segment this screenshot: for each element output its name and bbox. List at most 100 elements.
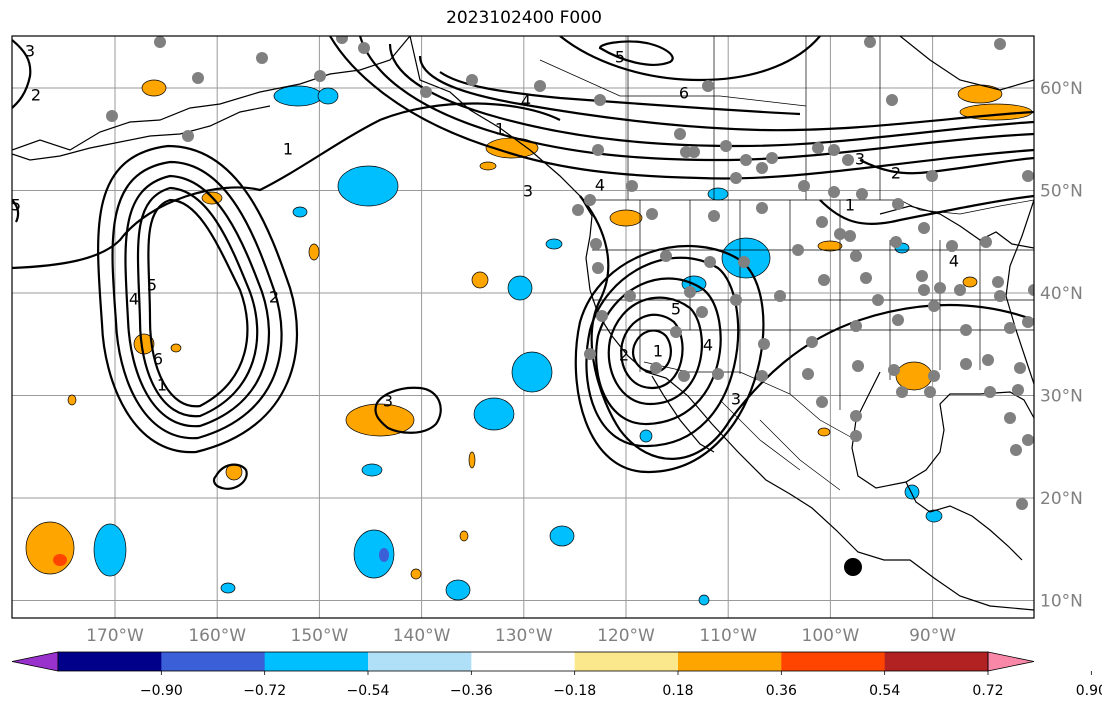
station-dot — [1004, 322, 1016, 334]
yucatan-coast — [905, 481, 1023, 561]
station-dot — [708, 210, 720, 222]
station-dot — [154, 36, 166, 48]
shade-blob — [468, 451, 476, 469]
station-dot — [792, 244, 804, 256]
colorbar-tick-label: −0.90 — [140, 683, 183, 699]
shade-blob — [639, 429, 653, 443]
shade-blob — [220, 582, 236, 594]
station-dot — [984, 386, 996, 398]
station-dot — [850, 410, 862, 422]
station-dot — [892, 314, 904, 326]
station-dot — [992, 276, 1004, 288]
contour-line — [12, 199, 20, 223]
station-dot — [758, 338, 770, 350]
shade-blob — [895, 361, 933, 391]
contour-label: 3 — [25, 42, 35, 61]
station-dot — [738, 256, 750, 268]
station-dot — [688, 146, 700, 158]
station-dot — [844, 230, 856, 242]
station-dot — [756, 162, 768, 174]
lat-tick-label: 40°N — [1040, 284, 1083, 304]
station-dot — [806, 336, 818, 348]
station-dot — [872, 294, 884, 306]
station-dot — [702, 80, 714, 92]
station-dot — [1016, 498, 1028, 510]
contour-line — [418, 55, 1034, 132]
colorbar-tick-label: −0.72 — [243, 683, 286, 699]
station-dot — [766, 152, 778, 164]
colorbar-segment — [471, 652, 576, 671]
station-dot — [596, 310, 608, 322]
station-dot — [1010, 444, 1022, 456]
colorbar-extend-min — [11, 651, 59, 672]
station-dot — [960, 324, 972, 336]
contour-line — [147, 198, 249, 408]
contour-line — [136, 186, 259, 418]
lat-tick-label: 10°N — [1040, 592, 1083, 612]
station-dot — [842, 154, 854, 166]
station-dot — [980, 236, 992, 248]
station-dot — [818, 274, 830, 286]
station-dot — [182, 130, 194, 142]
colorbar-tick-label: −0.18 — [553, 683, 596, 699]
station-dot — [626, 180, 638, 192]
station-dot — [896, 386, 908, 398]
contour-label: 3 — [523, 182, 533, 201]
shade-blob — [445, 579, 471, 601]
station-dot — [594, 94, 606, 106]
latitude-ticks: 60°N 50°N 40°N 30°N 20°N 10°N — [1040, 79, 1083, 612]
station-dot — [646, 208, 658, 220]
lon-tick-label: 140°W — [393, 626, 451, 646]
station-dot — [670, 326, 682, 338]
contour-line — [579, 195, 1034, 460]
station-dot — [828, 144, 840, 156]
contour-label: 4 — [949, 252, 959, 271]
station-dot — [798, 180, 810, 192]
station-dot — [256, 52, 268, 64]
station-dot — [856, 188, 868, 200]
contour-label: 2 — [619, 346, 629, 365]
station-dot — [960, 358, 972, 370]
shade-blob — [141, 79, 167, 97]
colorbar-tick-label: 0.36 — [766, 683, 797, 699]
colorbar: −0.90 −0.72 −0.54 −0.36 −0.18 0.18 0.36 0.54 0.7… — [11, 651, 1102, 699]
contour-label: 2 — [31, 86, 41, 105]
contour-label: 3 — [383, 392, 393, 411]
station-dot — [572, 204, 584, 216]
canada-provinces — [539, 36, 881, 200]
station-dot — [860, 272, 872, 284]
colorbar-segment — [58, 652, 162, 671]
shade-blob — [817, 427, 831, 437]
colorbar-tick-label: 0.54 — [869, 683, 900, 699]
lon-tick-label: 160°W — [188, 626, 246, 646]
colorbar-segment — [678, 652, 782, 671]
baja-coast — [651, 375, 715, 453]
station-dot — [720, 140, 732, 152]
shade-blob — [53, 554, 67, 566]
shade-blob — [337, 165, 399, 207]
colorbar-tick-label: 0.18 — [662, 683, 693, 699]
lon-tick-label: 110°W — [699, 626, 757, 646]
station-dot — [756, 202, 768, 214]
station-dot — [994, 38, 1006, 50]
station-dot — [954, 284, 966, 296]
station-dot — [1014, 362, 1026, 374]
station-dot — [928, 300, 940, 312]
shade-blob — [904, 484, 920, 500]
contour-label: 1 — [157, 376, 167, 395]
station-dot — [916, 270, 928, 282]
station-dot — [466, 74, 478, 86]
shade-blob — [925, 509, 943, 523]
shade-blob — [459, 530, 469, 542]
station-dot — [1022, 316, 1034, 328]
north-america-coast — [409, 36, 1034, 611]
shade-blob — [817, 240, 843, 252]
contour-line — [212, 463, 248, 490]
contour-line — [559, 36, 821, 82]
station-dot — [886, 94, 898, 106]
contour-label: 3 — [731, 390, 741, 409]
shade-blob — [545, 238, 563, 250]
station-dots — [106, 36, 1034, 510]
